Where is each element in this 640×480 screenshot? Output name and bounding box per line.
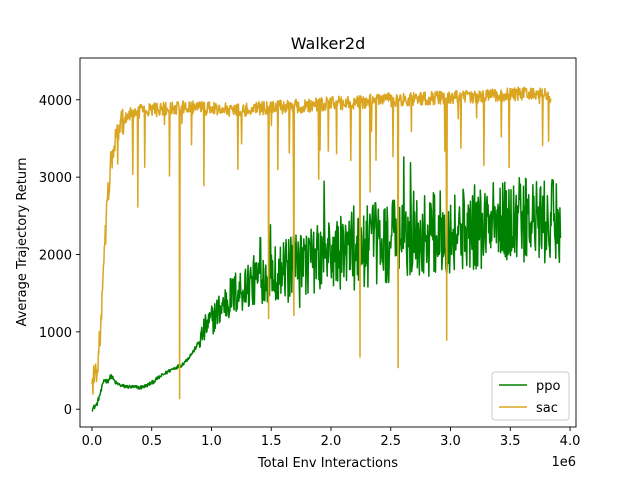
x-axis-offset-label: 1e6 bbox=[551, 455, 576, 470]
legend-label-sac: sac bbox=[536, 401, 558, 416]
legend: ppo sac bbox=[492, 372, 569, 420]
y-tick-label: 4000 bbox=[39, 94, 72, 109]
x-tick-label: 1.5 bbox=[261, 434, 282, 449]
y-tick-label: 0 bbox=[64, 403, 72, 418]
legend-label-ppo: ppo bbox=[536, 379, 561, 394]
y-axis-label: Average Trajectory Return bbox=[15, 158, 30, 327]
x-tick-label: 0.5 bbox=[141, 434, 162, 449]
x-axis-label: Total Env Interactions bbox=[257, 456, 398, 471]
x-tick-label: 4.0 bbox=[560, 434, 581, 449]
x-tick-label: 2.5 bbox=[380, 434, 401, 449]
chart-title: Walker2d bbox=[291, 34, 366, 53]
x-tick-label: 3.0 bbox=[440, 434, 461, 449]
y-tick-label: 1000 bbox=[39, 326, 72, 341]
x-tick-label: 2.0 bbox=[321, 434, 342, 449]
x-tick-label: 3.5 bbox=[500, 434, 521, 449]
x-tick-label: 0.0 bbox=[82, 434, 103, 449]
x-tick-label: 1.0 bbox=[201, 434, 222, 449]
y-tick-label: 3000 bbox=[39, 171, 72, 186]
y-tick-label: 2000 bbox=[39, 248, 72, 263]
